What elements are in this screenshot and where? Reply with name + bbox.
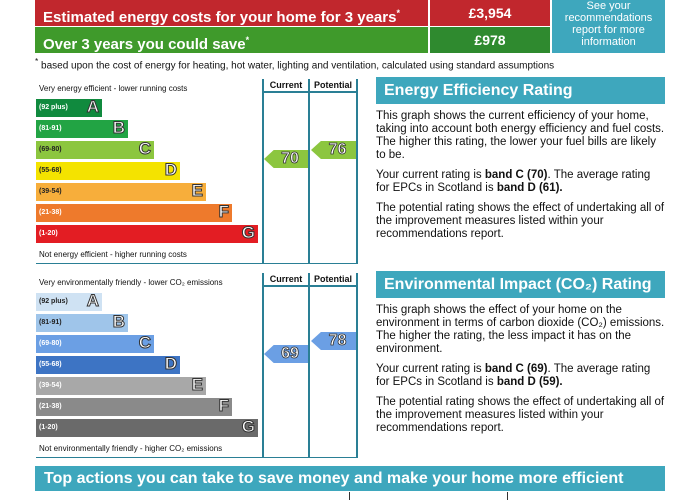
band-g-bar: (1-20) G <box>36 223 258 243</box>
band-e-bar: (39-54) E <box>36 181 206 201</box>
energy-efficiency-chart: Very energy efficient - lower running co… <box>36 79 358 264</box>
estimated-costs-value: £3,954 <box>430 0 550 26</box>
band-range: (81-91) <box>39 125 62 132</box>
current-header: Current <box>264 79 308 93</box>
energy-efficiency-heading: Energy Efficiency Rating <box>376 77 665 104</box>
potential-header: Potential <box>310 273 356 287</box>
band-d-bar: (55-68) D <box>36 160 180 180</box>
band-range: (39-54) <box>39 382 62 389</box>
current-header: Current <box>264 273 308 287</box>
potential-header: Potential <box>310 79 356 93</box>
top-actions-banner: Top actions you can take to save money a… <box>35 466 665 491</box>
band-letter: D <box>164 160 177 179</box>
see-recommendations-note: See your recommendations report for more… <box>552 0 665 53</box>
environmental-impact-heading: Environmental Impact (CO₂) Rating <box>376 271 665 298</box>
savings-value: £978 <box>430 27 550 53</box>
band-letter: A <box>86 97 99 116</box>
band-c-bar: (69-80) C <box>36 139 154 159</box>
band-g-bar: (1-20) G <box>36 417 258 437</box>
energy-efficiency-text: This graph shows the current efficiency … <box>376 110 665 240</box>
band-letter: E <box>191 375 203 394</box>
footnote: * based upon the cost of energy for heat… <box>35 56 555 72</box>
current-rating-arrow: 70 <box>264 150 308 168</box>
column-divider <box>308 79 310 264</box>
band-range: (55-68) <box>39 361 62 368</box>
band-range: (55-68) <box>39 167 62 174</box>
band-d-bar: (55-68) D <box>36 354 180 374</box>
estimated-costs-label: Estimated energy costs for your home for… <box>35 0 428 26</box>
column-divider <box>262 273 264 458</box>
band-e-bar: (39-54) E <box>36 375 206 395</box>
band-range: (92 plus) <box>39 298 68 305</box>
band-f-bar: (21-38) F <box>36 396 232 416</box>
band-b-bar: (81-91) B <box>36 118 128 138</box>
band-letter: C <box>138 333 151 352</box>
table-divider <box>507 492 508 500</box>
environmental-impact-chart: Very environmentally friendly - lower CO… <box>36 273 358 458</box>
band-range: (1-20) <box>39 230 58 237</box>
band-range: (39-54) <box>39 188 62 195</box>
band-letter: B <box>112 118 125 137</box>
column-divider <box>356 273 358 458</box>
table-divider <box>349 492 350 500</box>
band-letter: G <box>241 223 255 242</box>
band-letter: B <box>112 312 125 331</box>
potential-rating-arrow: 78 <box>311 332 356 350</box>
band-letter: C <box>138 139 151 158</box>
band-range: (21-38) <box>39 209 62 216</box>
band-letter: A <box>86 291 99 310</box>
band-letter: E <box>191 181 203 200</box>
band-letter: F <box>218 396 229 415</box>
band-f-bar: (21-38) F <box>36 202 232 222</box>
band-range: (81-91) <box>39 319 62 326</box>
column-divider <box>262 79 264 264</box>
top-caption: Very energy efficient - lower running co… <box>39 84 188 93</box>
bottom-caption: Not energy efficient - higher running co… <box>39 250 187 259</box>
band-range: (69-80) <box>39 340 62 347</box>
band-a-bar: (92 plus) A <box>36 291 102 311</box>
band-range: (21-38) <box>39 403 62 410</box>
column-divider <box>356 79 358 264</box>
column-divider <box>308 273 310 458</box>
band-letter: G <box>241 417 255 436</box>
top-caption: Very environmentally friendly - lower CO… <box>39 278 223 287</box>
bottom-caption: Not environmentally friendly - higher CO… <box>39 444 223 453</box>
band-b-bar: (81-91) B <box>36 312 128 332</box>
savings-label: Over 3 years you could save* <box>35 27 428 53</box>
band-range: (92 plus) <box>39 104 68 111</box>
band-letter: D <box>164 354 177 373</box>
band-range: (69-80) <box>39 146 62 153</box>
band-letter: F <box>218 202 229 221</box>
potential-rating-arrow: 76 <box>311 141 356 159</box>
environmental-impact-text: This graph shows the effect of your home… <box>376 304 665 434</box>
current-rating-arrow: 69 <box>264 345 308 363</box>
band-a-bar: (92 plus) A <box>36 97 102 117</box>
band-range: (1-20) <box>39 424 58 431</box>
band-c-bar: (69-80) C <box>36 333 154 353</box>
